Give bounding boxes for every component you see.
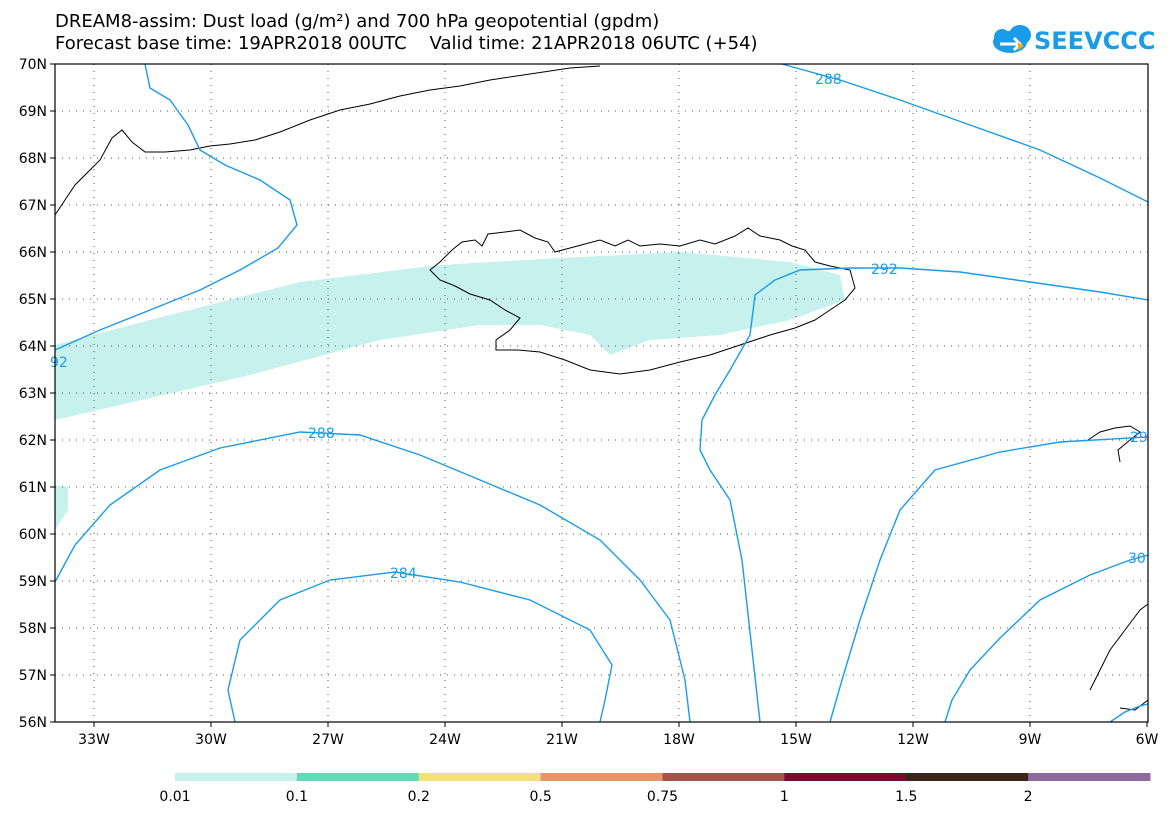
latitude-labels: 70N 69N 68N 67N 66N 65N 64N 63N 62N 61N 60N 59N 58N 5… [19, 57, 55, 731]
colorbar-label: 0.2 [408, 789, 430, 805]
logo-text: SEEVCCC [1034, 27, 1156, 55]
contour-304 [1109, 703, 1149, 723]
lat-label: 60N [19, 527, 47, 543]
lon-label: 12W [897, 732, 929, 748]
contour-288-north [781, 63, 1149, 203]
map-title: DREAM8-assim: Dust load (g/m²) and 700 h… [55, 11, 660, 32]
contour-label-288-top: 288 [815, 72, 842, 88]
lon-label: 18W [663, 732, 695, 748]
lon-label: 30W [195, 732, 227, 748]
contour-284 [227, 571, 613, 723]
lon-label: 24W [429, 732, 461, 748]
cloud-icon [993, 25, 1031, 53]
lat-label: 62N [19, 433, 47, 449]
colorbar-segment [906, 773, 1029, 781]
seevccc-logo: SEEVCCC [993, 25, 1156, 55]
forecast-times: Forecast base time: 19APR2018 00UTC Vali… [55, 33, 758, 54]
colorbar-segment [1028, 773, 1151, 781]
lat-label: 63N [19, 386, 47, 402]
contour-label-288-south: 288 [308, 426, 335, 442]
lat-label: 57N [19, 668, 47, 684]
lon-label: 6W [1136, 732, 1159, 748]
longitude-labels: 33W 30W 27W 24W 21W 18W 15W 12W 9W 6W [78, 722, 1159, 748]
coastlines [54, 65, 1149, 711]
lat-label: 69N [19, 104, 47, 120]
colorbar-segment [784, 773, 907, 781]
contour-292-northwest [54, 63, 298, 351]
lat-label: 61N [19, 480, 47, 496]
contour-292-iceland [699, 267, 1149, 723]
dust-load-area [55, 252, 845, 530]
lon-label: 33W [78, 732, 110, 748]
contour-label-30-east: 30 [1128, 551, 1146, 567]
lat-label: 65N [19, 292, 47, 308]
lon-label: 27W [312, 732, 344, 748]
geopotential-contours [54, 63, 1149, 723]
colorbar: 0.01 0.1 0.2 0.5 0.75 1 1.5 2 [159, 773, 1151, 805]
colorbar-label: 0.01 [159, 789, 190, 805]
lat-label: 56N [19, 715, 47, 731]
colorbar-segment [175, 773, 298, 781]
colorbar-segment [296, 773, 420, 781]
colorbar-segment [662, 773, 785, 781]
lon-label: 9W [1019, 732, 1042, 748]
lat-label: 67N [19, 198, 47, 214]
colorbar-label: 2 [1024, 789, 1033, 805]
lon-label: 21W [546, 732, 578, 748]
lat-label: 58N [19, 621, 47, 637]
lat-label: 64N [19, 339, 47, 355]
colorbar-label: 0.75 [647, 789, 678, 805]
lat-label: 68N [19, 151, 47, 167]
lat-label: 70N [19, 57, 47, 73]
contour-300 [944, 554, 1149, 723]
contour-label-292: 292 [871, 262, 898, 278]
colorbar-label: 1 [780, 789, 789, 805]
contour-292-east [829, 436, 1149, 723]
greenland-coast [54, 65, 601, 216]
lon-label: 15W [780, 732, 812, 748]
lat-label: 66N [19, 245, 47, 261]
contour-288-south [54, 431, 691, 723]
contour-label-92-west: 92 [50, 355, 68, 371]
colorbar-label: 1.5 [895, 789, 917, 805]
colorbar-segment [418, 773, 542, 781]
lat-label: 59N [19, 574, 47, 590]
scotland-coast [1089, 603, 1149, 711]
lat-lon-grid [55, 64, 1148, 722]
contour-label-284: 284 [390, 566, 417, 582]
colorbar-label: 0.1 [286, 789, 308, 805]
iceland-coast [429, 227, 856, 375]
faroes-coast [1087, 425, 1141, 463]
colorbar-label: 0.5 [529, 789, 551, 805]
colorbar-segment [540, 773, 663, 781]
contour-label-29-east: 29 [1130, 430, 1148, 446]
